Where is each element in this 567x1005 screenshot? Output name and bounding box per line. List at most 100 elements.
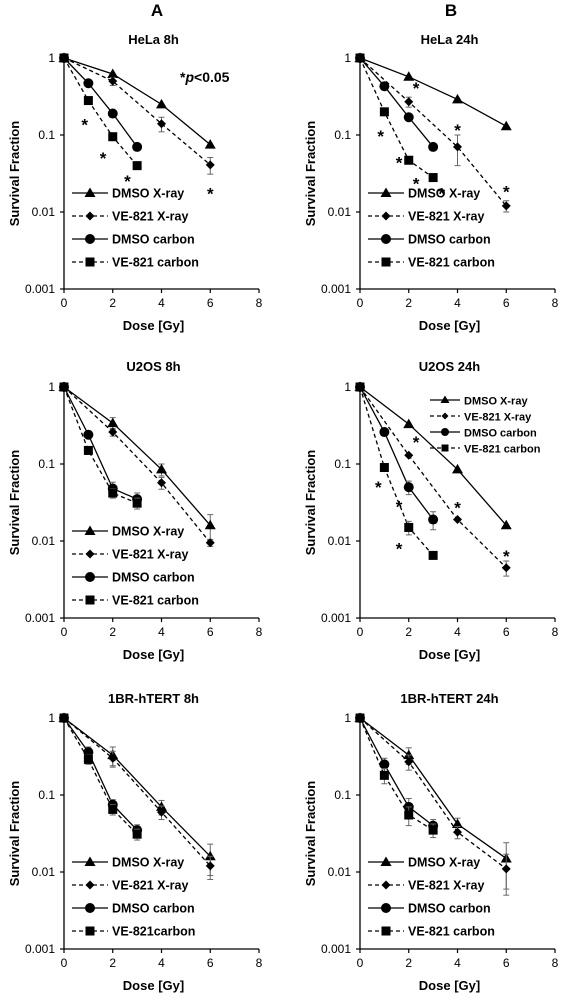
- data-point: [379, 759, 390, 770]
- legend-label: VE-821 X-ray: [408, 879, 484, 893]
- legend-marker: [381, 211, 391, 221]
- data-point: [157, 119, 166, 129]
- y-tick-label: 1: [344, 711, 351, 725]
- legend-label: VE-821 X-ray: [408, 210, 484, 224]
- legend-label: VE-821 carbon: [408, 925, 495, 939]
- y-tick-label: 0.001: [25, 611, 55, 625]
- series-line: [359, 386, 434, 556]
- data-point: [108, 804, 118, 814]
- significance-star: *: [503, 547, 510, 566]
- x-tick-label: 2: [109, 956, 116, 970]
- legend-marker: [441, 428, 449, 436]
- series-line: [359, 57, 507, 127]
- x-tick-label: 2: [109, 625, 116, 639]
- data-point: [205, 861, 215, 871]
- y-tick-label: 1: [48, 711, 55, 725]
- legend: DMSO X-ray VE-821 X-ray DMSO carbon VE-821 …: [430, 395, 541, 456]
- p-value-star: *: [180, 69, 186, 85]
- data-point: [404, 757, 414, 767]
- y-tick-label: 0.1: [38, 457, 55, 471]
- legend-label: VE-821 carbon: [408, 256, 495, 270]
- x-axis-label: Dose [Gy]: [123, 647, 184, 662]
- x-tick-label: 4: [454, 296, 461, 310]
- data-point: [132, 161, 142, 171]
- data-point: [59, 713, 69, 723]
- data-point: [355, 713, 365, 723]
- data-point: [452, 463, 463, 474]
- data-point: [501, 563, 511, 573]
- p-value-note: *p<0.05: [180, 69, 230, 85]
- x-tick-label: 8: [256, 625, 263, 639]
- panel-title: 1BR-hTERT 8h: [108, 691, 199, 706]
- data-point: [428, 825, 438, 835]
- series-circle: [59, 53, 143, 152]
- series-square: [355, 382, 438, 560]
- x-tick-label: 0: [61, 296, 68, 310]
- legend-label: VE-821 X-ray: [112, 548, 188, 562]
- data-point: [404, 155, 414, 165]
- legend-marker: [381, 926, 391, 936]
- significance-star: *: [396, 540, 403, 559]
- series-triangle: [58, 712, 216, 877]
- significance-star: *: [396, 497, 403, 516]
- data-point: [403, 482, 414, 493]
- data-point: [83, 96, 93, 106]
- legend-marker: [381, 880, 391, 890]
- data-point: [404, 97, 414, 107]
- legend-marker: [85, 234, 95, 244]
- legend-marker: [85, 926, 95, 936]
- y-tick-label: 1: [48, 51, 55, 65]
- legend-label: DMSO carbon: [112, 571, 195, 585]
- series-triangle: [354, 52, 512, 131]
- x-tick-label: 8: [256, 296, 263, 310]
- legend-marker: [85, 595, 95, 605]
- data-point: [205, 538, 215, 548]
- legend-label: DMSO X-ray: [408, 187, 480, 201]
- data-point: [403, 749, 415, 760]
- panel-title: HeLa 24h: [421, 32, 479, 47]
- series-square: [355, 53, 438, 183]
- legend-label: VE-821 X-ray: [464, 412, 532, 424]
- x-tick-label: 0: [61, 625, 68, 639]
- data-point: [453, 827, 462, 837]
- data-point: [108, 488, 118, 498]
- data-point: [379, 427, 390, 438]
- legend-label: VE-821 carbon: [112, 594, 199, 608]
- legend-label: VE-821 X-ray: [112, 879, 188, 893]
- legend: DMSO X-ray VE-821 X-ray DMSO carbon VE-821 …: [72, 525, 199, 608]
- data-point: [132, 829, 142, 839]
- x-tick-label: 6: [503, 956, 510, 970]
- y-tick-label: 1: [48, 380, 55, 394]
- legend-marker: [85, 903, 95, 913]
- legend-label: DMSO X-ray: [408, 856, 480, 870]
- series-square: [355, 713, 438, 839]
- data-point: [83, 754, 93, 764]
- significance-star: *: [396, 154, 403, 173]
- series-line: [359, 386, 507, 569]
- y-axis-label: Survival Fraction: [7, 450, 22, 556]
- x-tick-label: 2: [405, 956, 412, 970]
- data-point: [501, 864, 511, 874]
- data-point: [59, 53, 69, 63]
- significance-star: *: [377, 127, 384, 146]
- x-tick-label: 8: [552, 956, 559, 970]
- y-tick-label: 0.01: [32, 205, 56, 219]
- x-tick-label: 0: [357, 625, 364, 639]
- data-point: [156, 98, 167, 109]
- x-tick-label: 4: [158, 296, 165, 310]
- legend-marker: [84, 525, 96, 535]
- series-line: [63, 717, 138, 835]
- data-point: [453, 142, 462, 152]
- legend-label: VE-821 X-ray: [112, 210, 188, 224]
- significance-star: *: [375, 478, 382, 497]
- x-tick-label: 8: [552, 625, 559, 639]
- x-tick-label: 6: [503, 296, 510, 310]
- significance-star: *: [438, 184, 445, 203]
- series-line: [359, 717, 507, 859]
- series-line: [63, 386, 211, 526]
- significance-star: *: [454, 499, 461, 518]
- data-point: [157, 478, 166, 488]
- series-line: [63, 717, 138, 831]
- data-point: [83, 429, 94, 440]
